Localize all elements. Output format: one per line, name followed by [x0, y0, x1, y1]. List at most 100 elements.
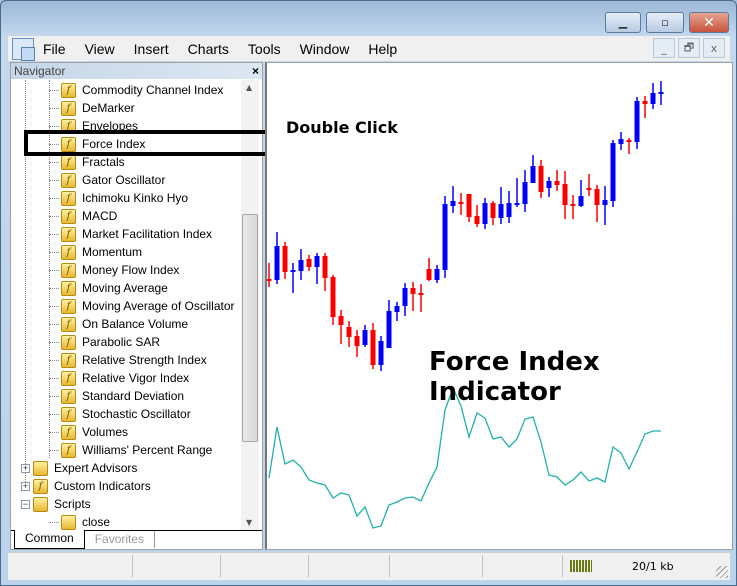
tree-connector	[49, 431, 59, 433]
indicator-label: DeMarker	[82, 101, 135, 115]
group-label: Scripts	[54, 497, 91, 511]
indicator-icon: f	[61, 316, 76, 332]
menu-window[interactable]: Window	[299, 40, 350, 57]
indicator-icon: f	[61, 388, 76, 404]
tree-connector	[49, 197, 59, 199]
candle-body	[306, 259, 312, 267]
script-icon	[61, 514, 76, 530]
indicator-item[interactable]: f Standard Deviation	[49, 387, 184, 405]
candle-body	[546, 181, 552, 188]
candle-body	[514, 203, 520, 205]
indicator-item[interactable]: f Money Flow Index	[49, 261, 179, 279]
navigator-scrollbar[interactable]: ▲ ▼	[241, 80, 259, 530]
script-item[interactable]: close	[49, 513, 110, 530]
indicator-item[interactable]: f Parabolic SAR	[49, 333, 160, 351]
indicator-item[interactable]: f Relative Vigor Index	[49, 369, 189, 387]
indicator-icon: f	[61, 208, 76, 224]
tab-common[interactable]: Common	[14, 530, 85, 549]
force-index-line	[268, 386, 661, 529]
indicator-item[interactable]: f Market Facilitation Index	[49, 225, 212, 243]
chart-window[interactable]	[265, 62, 733, 550]
candle-body	[474, 216, 480, 224]
mdi-restore-button[interactable]: 🗗	[678, 38, 700, 58]
scrollbar-thumb[interactable]	[242, 214, 258, 442]
candle-body	[578, 196, 584, 206]
group-label: Expert Advisors	[54, 461, 138, 475]
expand-toggle[interactable]: −	[21, 498, 30, 509]
mdi-minimize-button[interactable]: _	[653, 38, 675, 58]
traffic-status: 20/1 kb	[632, 560, 674, 573]
indicator-item[interactable]: f Volumes	[49, 423, 128, 441]
indicator-icon: f	[61, 334, 76, 350]
indicator-item[interactable]: f On Balance Volume	[49, 315, 188, 333]
indicator-icon: f	[61, 244, 76, 260]
candle-body	[554, 181, 560, 185]
indicator-item[interactable]: f Moving Average of Oscillator	[49, 297, 235, 315]
indicator-label: Gator Oscillator	[82, 173, 166, 187]
candle-body	[466, 194, 472, 217]
navigator-tabs: Common Favorites	[11, 530, 262, 549]
candle-body	[626, 140, 632, 142]
menu-view[interactable]: View	[84, 40, 115, 57]
indicator-item[interactable]: f Envelopes	[49, 117, 138, 135]
group-label: Custom Indicators	[54, 479, 151, 493]
indicator-item[interactable]: f DeMarker	[49, 99, 135, 117]
menu-charts[interactable]: Charts	[187, 40, 229, 57]
window-maximize-button[interactable]: ▫	[646, 12, 684, 33]
candle-body	[634, 101, 640, 142]
menu-help[interactable]: Help	[368, 40, 398, 57]
connection-status-icon	[570, 560, 592, 572]
indicator-label: Relative Strength Index	[82, 353, 207, 367]
indicator-label: Moving Average	[82, 281, 168, 295]
window-close-button[interactable]: ✕	[689, 12, 729, 33]
indicator-icon: f	[61, 154, 76, 170]
tree-connector	[49, 359, 59, 361]
window-minimize-button[interactable]: ▁	[605, 12, 641, 33]
scroll-up-icon[interactable]: ▲	[246, 83, 253, 92]
navigator-group-custom-indicators[interactable]: + f Custom Indicators	[21, 477, 151, 495]
indicator-item[interactable]: f Moving Average	[49, 279, 168, 297]
tab-favorites[interactable]: Favorites	[85, 531, 156, 548]
indicator-label: On Balance Volume	[82, 317, 189, 331]
indicator-label: Fractals	[82, 155, 125, 169]
candle-body	[602, 200, 608, 205]
indicator-item[interactable]: f Williams' Percent Range	[49, 441, 212, 459]
indicator-icon: f	[61, 82, 76, 98]
mdi-close-button[interactable]: x	[703, 38, 725, 58]
expand-toggle[interactable]: +	[21, 480, 30, 491]
indicator-item[interactable]: f MACD	[49, 207, 117, 225]
chart-canvas	[267, 81, 664, 529]
tree-connector	[49, 143, 59, 145]
indicator-item[interactable]: f Ichimoku Kinko Hyo	[49, 189, 188, 207]
navigator-group-expert-advisors[interactable]: + Expert Advisors	[21, 459, 137, 477]
indicator-item[interactable]: f Stochastic Oscillator	[49, 405, 191, 423]
indicator-icon: f	[61, 226, 76, 242]
menu-tools[interactable]: Tools	[247, 40, 281, 57]
indicator-item[interactable]: f Momentum	[49, 243, 142, 261]
indicator-item[interactable]: f Commodity Channel Index	[49, 81, 223, 99]
indicator-item[interactable]: f Relative Strength Index	[49, 351, 207, 369]
expand-toggle[interactable]: +	[21, 462, 30, 473]
candle-body	[418, 293, 424, 295]
indicator-icon: f	[61, 100, 76, 116]
menu-file[interactable]: File	[43, 40, 66, 57]
candle-body	[386, 311, 392, 348]
candle-body	[586, 188, 592, 190]
indicator-item[interactable]: f Force Index	[49, 135, 145, 153]
candle-body	[338, 316, 344, 325]
status-bar: 20/1 kb	[8, 552, 730, 580]
scroll-down-icon[interactable]: ▼	[246, 518, 253, 527]
menu-insert[interactable]: Insert	[133, 40, 169, 57]
navigator-group-scripts[interactable]: − Scripts	[21, 495, 91, 513]
indicator-item[interactable]: f Gator Oscillator	[49, 171, 165, 189]
candle-body	[490, 203, 496, 218]
indicator-label: Relative Vigor Index	[82, 371, 190, 385]
app-logo-icon	[12, 37, 35, 61]
candle-body	[330, 277, 336, 317]
menu-bar: File View Insert Charts Tools Window Hel…	[8, 36, 730, 61]
resize-grip[interactable]	[716, 566, 728, 578]
indicator-icon: f	[61, 136, 76, 152]
candle-body	[290, 270, 296, 272]
navigator-close-button[interactable]: ×	[251, 64, 259, 78]
candle-body	[314, 256, 320, 267]
